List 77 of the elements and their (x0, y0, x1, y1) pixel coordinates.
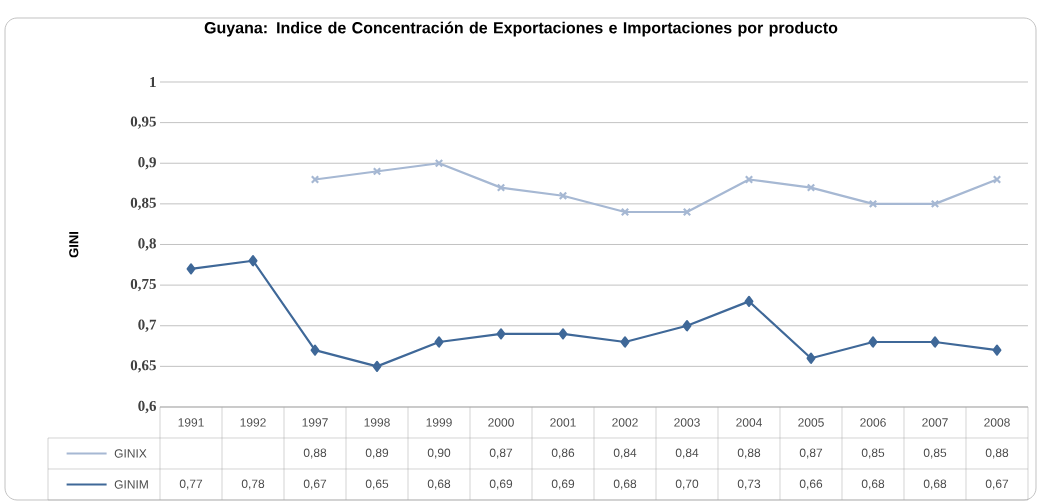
y-tick-label: 1 (150, 77, 156, 87)
data-label: 0,78 (241, 479, 265, 490)
point (868, 199, 878, 209)
y-tick-label: 0,6 (138, 400, 157, 414)
data-label: 0,77 (179, 479, 203, 490)
y-axis-title: GINI (69, 231, 79, 258)
point (992, 344, 1002, 356)
point (248, 255, 258, 267)
x-tick-label: 1998 (364, 418, 390, 427)
x-tick-label: 2007 (922, 418, 948, 427)
x-tick-label: 2000 (488, 418, 514, 427)
data-label: 0,69 (551, 479, 575, 490)
data-label: 0,68 (923, 479, 947, 490)
data-label: 0,66 (799, 479, 823, 490)
point (744, 175, 754, 184)
x-tick-label: 1997 (302, 418, 328, 427)
point (558, 328, 568, 340)
x-tick-label: 2001 (550, 418, 576, 427)
point (620, 336, 630, 348)
point (930, 336, 940, 348)
y-tick-label: 0,85 (130, 197, 156, 211)
data-label: 0,84 (613, 448, 637, 459)
point (992, 175, 1002, 184)
data-label: 0,86 (551, 448, 575, 459)
x-tick-label: 1999 (426, 418, 452, 427)
data-label: 0,85 (861, 448, 885, 459)
y-tick-label: 0,9 (138, 157, 156, 170)
point (310, 344, 320, 356)
x-tick-label: 2008 (984, 418, 1010, 427)
data-label: 0,84 (675, 448, 699, 459)
point (620, 207, 630, 217)
point (186, 263, 196, 275)
x-tick-label: 1991 (178, 418, 204, 427)
data-label: 0,89 (365, 448, 389, 459)
data-label: 0,73 (737, 479, 761, 490)
data-label: 0,68 (613, 479, 637, 490)
data-label: 0,70 (675, 479, 699, 490)
data-label: 0,65 (365, 479, 389, 490)
y-tick-label: 0,7 (138, 319, 157, 332)
point (682, 320, 692, 332)
legend-label: GINIM (114, 480, 148, 489)
data-label: 0,87 (799, 448, 823, 459)
point (868, 336, 878, 348)
y-tick-label: 0,95 (130, 116, 156, 129)
x-tick-label: 2003 (674, 418, 700, 427)
legend-label: GINIX (114, 449, 147, 458)
data-label: 0,88 (737, 448, 761, 459)
y-tick-label: 0,75 (130, 278, 156, 292)
point (372, 167, 382, 176)
point (558, 191, 568, 201)
point (806, 352, 816, 364)
x-tick-label: 2002 (612, 418, 638, 427)
point (434, 336, 444, 348)
data-label: 0,67 (985, 479, 1009, 490)
point (372, 360, 382, 372)
data-label: 0,68 (861, 479, 885, 490)
data-label: 0,67 (303, 479, 327, 490)
x-tick-label: 2004 (736, 418, 762, 427)
data-label: 0,88 (303, 448, 327, 459)
data-label: 0,69 (489, 479, 513, 490)
data-label: 0,68 (427, 479, 451, 490)
y-tick-label: 0,65 (130, 360, 156, 373)
point (682, 207, 692, 217)
point (744, 295, 754, 307)
point (496, 328, 506, 340)
x-tick-label: 1992 (240, 418, 266, 427)
x-tick-label: 2006 (860, 418, 886, 427)
point (434, 158, 444, 168)
chart-title: Guyana: Indice de Concentración de Exportaciones e Importaciones por producto (204, 21, 838, 37)
y-tick-label: 0,8 (138, 238, 156, 251)
data-label: 0,88 (985, 448, 1009, 459)
point (930, 199, 940, 209)
data-label: 0,87 (489, 448, 513, 459)
x-tick-label: 2005 (798, 418, 824, 427)
data-label: 0,85 (923, 448, 947, 459)
point (310, 175, 320, 184)
data-label: 0,90 (427, 448, 451, 459)
